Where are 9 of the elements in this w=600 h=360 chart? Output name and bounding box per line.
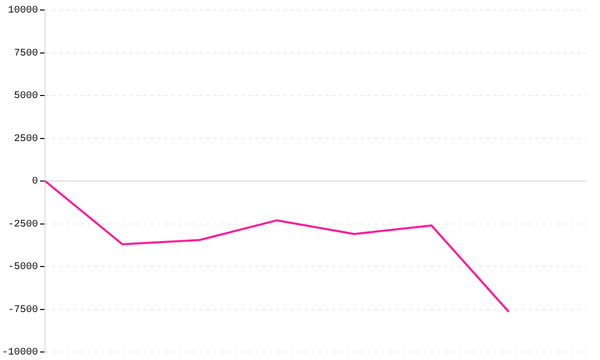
y-tick-label: -5000 bbox=[8, 262, 38, 274]
y-tick-label: 10000 bbox=[8, 6, 38, 17]
y-tick-label: -7500 bbox=[8, 304, 38, 316]
y-tick-label: -10000 bbox=[2, 348, 38, 359]
y-tick-label: 5000 bbox=[14, 91, 38, 102]
y-tick-label: 2500 bbox=[14, 134, 38, 145]
y-tick-label: -2500 bbox=[8, 219, 38, 230]
y-tick-label: 0 bbox=[32, 176, 38, 188]
y-tick-label: 7500 bbox=[14, 48, 38, 60]
